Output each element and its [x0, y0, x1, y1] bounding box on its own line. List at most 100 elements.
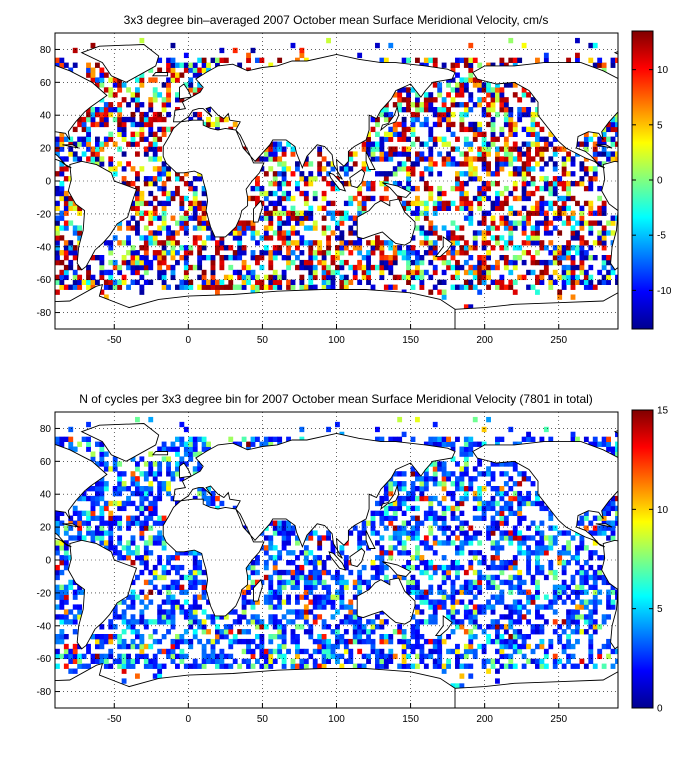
data-cell — [615, 515, 618, 521]
data-cell — [357, 205, 363, 211]
data-cell — [175, 190, 180, 197]
data-cell — [530, 574, 536, 581]
data-cell — [566, 634, 571, 640]
data-cell — [517, 643, 523, 650]
data-cell — [401, 121, 407, 128]
data-cell — [130, 481, 136, 487]
data-cell — [148, 500, 154, 507]
data-cell — [55, 540, 60, 546]
data-cell — [81, 116, 87, 123]
data-cell — [606, 436, 611, 442]
data-cell — [103, 121, 109, 128]
data-cell — [419, 476, 425, 482]
data-cell — [268, 225, 274, 231]
data-cell — [103, 284, 109, 290]
data-cell — [517, 220, 523, 226]
data-cell — [63, 200, 69, 207]
data-cell — [517, 57, 523, 63]
data-cell — [459, 245, 465, 251]
data-cell — [126, 520, 131, 526]
data-cell — [459, 495, 465, 502]
data-cell — [499, 245, 505, 251]
data-cell — [579, 574, 585, 581]
data-cell — [530, 259, 536, 266]
data-cell — [446, 658, 451, 664]
data-cell — [148, 141, 154, 147]
data-cell — [135, 653, 140, 660]
data-cell — [432, 255, 438, 261]
data-cell — [135, 259, 140, 266]
data-cell — [610, 500, 616, 507]
data-cell — [223, 245, 229, 251]
data-cell — [277, 274, 283, 281]
data-cell — [108, 279, 114, 285]
data-cell — [530, 269, 536, 276]
data-cell — [575, 220, 580, 226]
data-cell — [508, 116, 514, 123]
data-cell — [561, 663, 567, 669]
data-cell — [566, 614, 571, 620]
data-cell — [330, 574, 336, 581]
data-cell — [588, 220, 594, 226]
data-cell — [401, 540, 407, 546]
data-cell — [552, 594, 558, 600]
data-cell — [512, 185, 518, 192]
data-cell — [499, 569, 505, 576]
data-cell — [406, 87, 411, 93]
data-cell — [126, 264, 131, 271]
data-cell — [90, 284, 96, 290]
data-cell — [375, 530, 380, 536]
data-cell — [139, 525, 145, 531]
data-cell — [77, 520, 83, 526]
data-cell — [423, 102, 429, 108]
data-cell — [508, 240, 514, 246]
data-cell — [95, 634, 100, 640]
data-cell — [183, 171, 189, 177]
data-cell — [477, 490, 483, 497]
data-cell — [570, 643, 576, 650]
data-cell — [286, 245, 291, 251]
data-cell — [486, 62, 491, 68]
data-cell — [446, 121, 451, 128]
data-cell — [375, 121, 380, 128]
data-cell — [486, 141, 491, 147]
data-cell — [535, 111, 540, 118]
data-cell — [161, 210, 167, 216]
data-cell — [499, 107, 505, 113]
data-cell — [281, 181, 287, 187]
data-cell — [463, 629, 469, 635]
data-cell — [477, 220, 483, 226]
data-cell — [495, 166, 500, 172]
data-cell — [259, 634, 265, 640]
data-cell — [366, 185, 371, 192]
data-cell — [441, 62, 447, 68]
data-cell — [379, 564, 385, 571]
data-cell — [148, 240, 154, 246]
data-cell — [508, 540, 514, 546]
data-cell — [557, 210, 563, 216]
data-cell — [68, 520, 74, 526]
data-cell — [143, 540, 149, 546]
data-cell — [121, 629, 127, 635]
x-tick-label: 0 — [186, 714, 192, 725]
data-cell — [379, 653, 385, 660]
data-cell — [379, 550, 385, 556]
data-cell — [55, 146, 60, 152]
data-cell — [148, 126, 154, 133]
data-cell — [397, 250, 403, 256]
data-cell — [90, 151, 96, 157]
data-cell — [521, 614, 527, 620]
data-cell — [512, 92, 518, 98]
data-cell — [179, 476, 185, 482]
data-cell — [268, 190, 274, 197]
data-cell — [499, 255, 505, 261]
data-cell — [250, 250, 256, 256]
data-cell — [455, 264, 460, 271]
data-cell — [295, 264, 300, 271]
data-cell — [59, 284, 65, 290]
data-cell — [63, 284, 69, 290]
data-cell — [201, 589, 207, 595]
data-cell — [517, 171, 523, 177]
data-cell — [215, 653, 220, 660]
data-cell — [375, 624, 380, 630]
